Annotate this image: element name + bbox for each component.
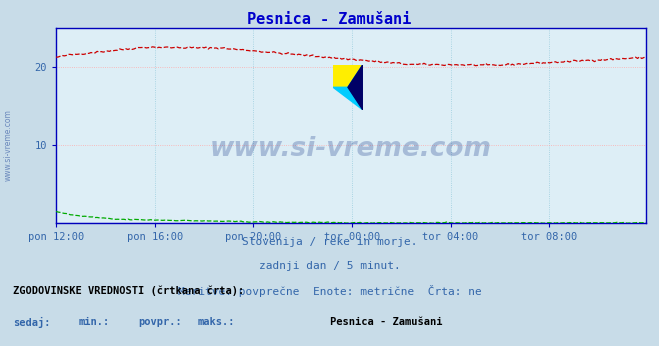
Text: zadnji dan / 5 minut.: zadnji dan / 5 minut. [258, 261, 401, 271]
Text: povpr.:: povpr.: [138, 317, 182, 327]
Text: ZGODOVINSKE VREDNOSTI (črtkana črta):: ZGODOVINSKE VREDNOSTI (črtkana črta): [13, 285, 244, 296]
Polygon shape [348, 65, 363, 110]
Text: Pesnica - Zamušani: Pesnica - Zamušani [247, 12, 412, 27]
Text: Slovenija / reke in morje.: Slovenija / reke in morje. [242, 237, 417, 247]
Text: www.si-vreme.com: www.si-vreme.com [210, 136, 492, 162]
Text: maks.:: maks.: [198, 317, 235, 327]
Polygon shape [333, 65, 363, 87]
Text: min.:: min.: [79, 317, 110, 327]
Text: Pesnica - Zamušani: Pesnica - Zamušani [330, 317, 442, 327]
Text: www.si-vreme.com: www.si-vreme.com [4, 109, 13, 181]
Polygon shape [333, 65, 363, 110]
Text: sedaj:: sedaj: [13, 317, 51, 328]
Text: Meritve: povprečne  Enote: metrične  Črta: ne: Meritve: povprečne Enote: metrične Črta:… [178, 285, 481, 298]
